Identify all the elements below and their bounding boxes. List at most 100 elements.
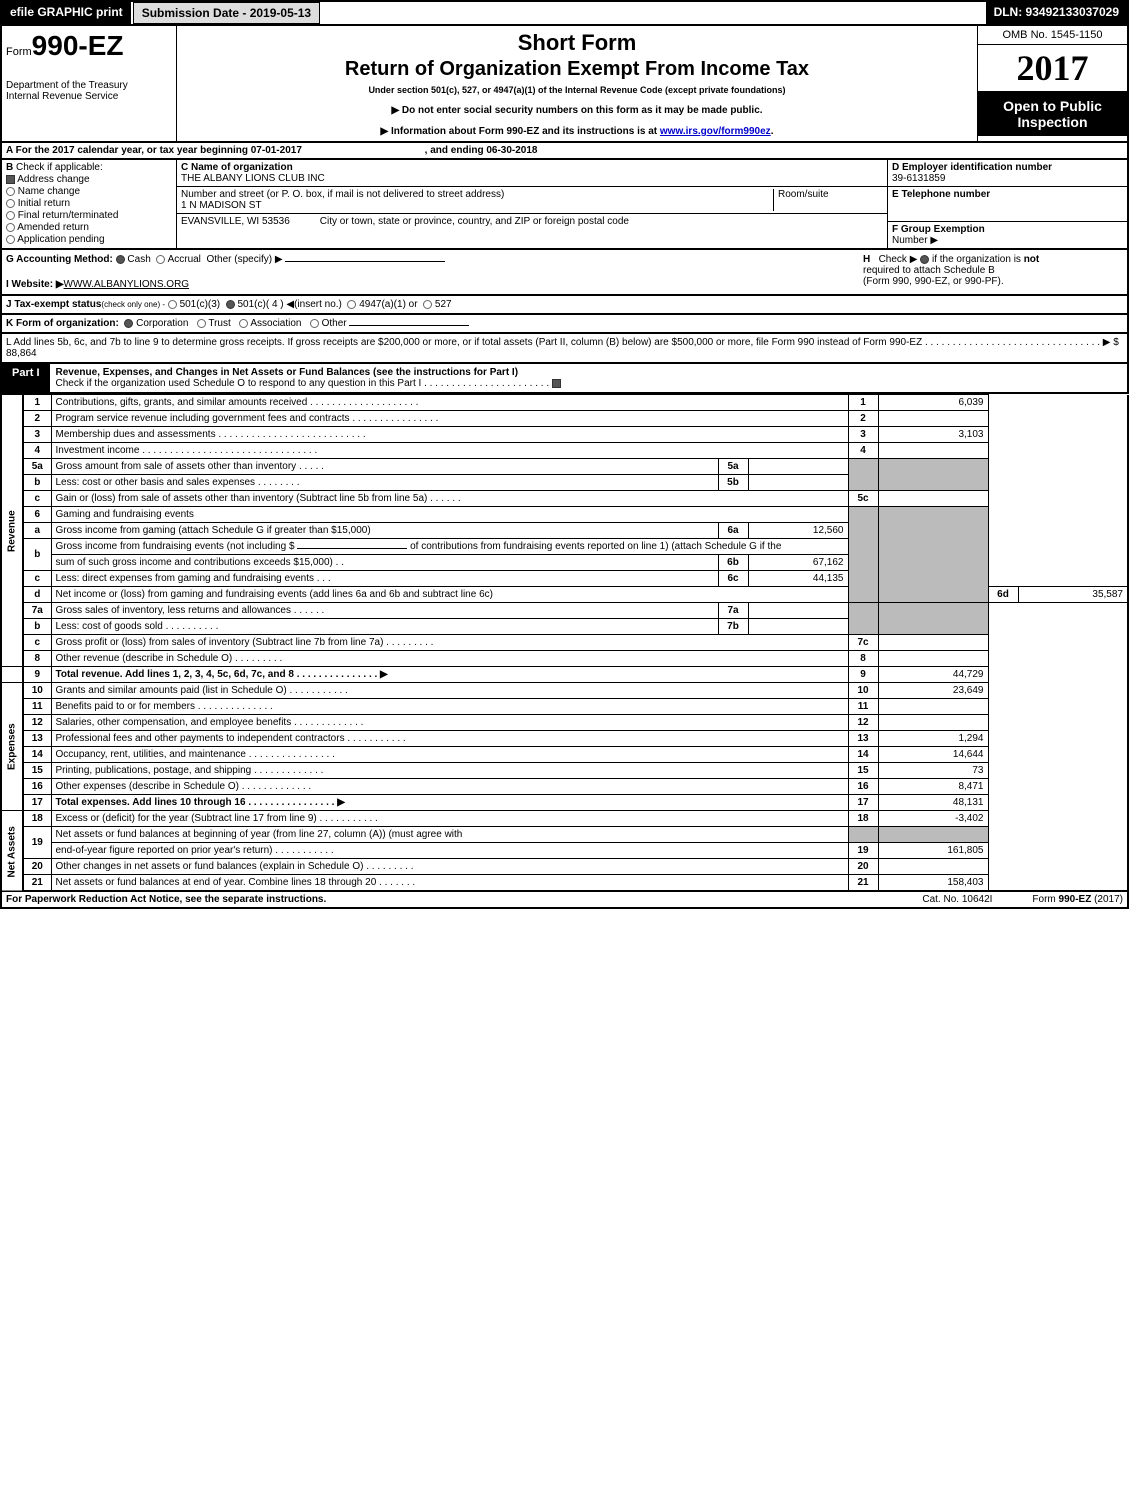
amount: [878, 491, 988, 507]
line-desc: Less: cost or other basis and sales expe…: [51, 475, 718, 491]
amount: 158,403: [878, 875, 988, 892]
amount: [878, 635, 988, 651]
sub-num: 5b: [718, 475, 748, 491]
c-label: C Name of organization: [181, 162, 293, 173]
line-desc: Less: cost of goods sold . . . . . . . .…: [51, 619, 718, 635]
section-ghi: G Accounting Method: Cash Accrual Other …: [0, 250, 1129, 296]
blank-input[interactable]: [297, 548, 407, 549]
h-form990: (Form 990, 990-EZ, or 990-PF).: [863, 276, 1004, 287]
amount: 48,131: [878, 795, 988, 811]
radio-icon[interactable]: [423, 300, 432, 309]
line-desc: Investment income . . . . . . . . . . . …: [51, 443, 848, 459]
sub-num: 6a: [718, 523, 748, 539]
checkbox-icon: [6, 235, 15, 244]
side-revenue: Revenue: [1, 395, 23, 667]
amount: 73: [878, 763, 988, 779]
col-num: 3: [848, 427, 878, 443]
sub-num: 7a: [718, 603, 748, 619]
amount: [878, 699, 988, 715]
col-num: 9: [848, 667, 878, 683]
shaded-cell: [878, 827, 988, 843]
chk-final-return[interactable]: Final return/terminated: [6, 210, 172, 221]
chk-name-change[interactable]: Name change: [6, 186, 172, 197]
radio-icon[interactable]: [347, 300, 356, 309]
line-desc: Other changes in net assets or fund bala…: [51, 859, 848, 875]
g-accrual: Accrual: [168, 254, 201, 265]
website-value[interactable]: WWW.ALBANYLIONS.ORG: [64, 279, 190, 290]
line-desc: Occupancy, rent, utilities, and maintena…: [51, 747, 848, 763]
line-num: 9: [23, 667, 51, 683]
radio-icon[interactable]: [124, 319, 133, 328]
radio-icon[interactable]: [156, 255, 165, 264]
chk-amended-return[interactable]: Amended return: [6, 222, 172, 233]
street-address: 1 N MADISON ST: [181, 200, 262, 211]
col-num: 5c: [848, 491, 878, 507]
chk-application-pending[interactable]: Application pending: [6, 234, 172, 245]
sec-a-pre: A For the 2017 calendar year, or tax yea…: [6, 145, 251, 156]
k-other-input[interactable]: [349, 325, 469, 326]
line-desc: Grants and similar amounts paid (list in…: [51, 683, 848, 699]
side-net-assets: Net Assets: [1, 811, 23, 892]
checkbox-icon[interactable]: [920, 255, 929, 264]
irs-link[interactable]: www.irs.gov/form990ez: [660, 126, 771, 137]
section-def-block: D Employer identification number 39-6131…: [887, 160, 1127, 248]
b-label: B: [6, 162, 13, 173]
col-num: 4: [848, 443, 878, 459]
line-desc: Gaming and fundraising events: [51, 507, 848, 523]
sec-a-mid: , and ending: [425, 145, 487, 156]
table-row: c Gain or (loss) from sale of assets oth…: [1, 491, 1128, 507]
radio-icon[interactable]: [310, 319, 319, 328]
shaded-cell: [878, 459, 988, 491]
chk-address-change[interactable]: Address change: [6, 174, 172, 185]
shaded-cell: [878, 603, 988, 635]
checkbox-icon: [6, 199, 15, 208]
line-desc: Net assets or fund balances at end of ye…: [51, 875, 848, 892]
section-b-left: B Check if applicable: Address change Na…: [2, 160, 177, 248]
line-desc: Excess or (deficit) for the year (Subtra…: [51, 811, 848, 827]
g-other-input[interactable]: [285, 261, 445, 262]
h-not: not: [1024, 254, 1040, 265]
line-num: 2: [23, 411, 51, 427]
col-num: 1: [848, 395, 878, 411]
radio-icon[interactable]: [168, 300, 177, 309]
return-title: Return of Organization Exempt From Incom…: [183, 58, 971, 81]
line-num: c: [23, 635, 51, 651]
tax-year: 2017: [978, 45, 1127, 92]
line-desc: Other revenue (describe in Schedule O) .…: [51, 651, 848, 667]
col-num: 16: [848, 779, 878, 795]
shaded-cell: [848, 603, 878, 635]
chk-initial-return[interactable]: Initial return: [6, 198, 172, 209]
line-num: b: [23, 619, 51, 635]
line-num: 15: [23, 763, 51, 779]
col-num: 11: [848, 699, 878, 715]
table-row: 14 Occupancy, rent, utilities, and maint…: [1, 747, 1128, 763]
j-501c: 501(c)( 4 ) ◀(insert no.): [237, 299, 341, 310]
sub-num: 5a: [718, 459, 748, 475]
radio-icon[interactable]: [116, 255, 125, 264]
line-num: 3: [23, 427, 51, 443]
checkbox-icon: [6, 175, 15, 184]
table-row: c Gross profit or (loss) from sales of i…: [1, 635, 1128, 651]
line-num: 12: [23, 715, 51, 731]
line-num: 21: [23, 875, 51, 892]
radio-icon[interactable]: [239, 319, 248, 328]
section-j: J Tax-exempt status(check only one) - 50…: [0, 296, 1129, 315]
line-desc: Benefits paid to or for members . . . . …: [51, 699, 848, 715]
line-desc: Gain or (loss) from sale of assets other…: [51, 491, 848, 507]
table-row: 19 Net assets or fund balances at beginn…: [1, 827, 1128, 843]
open-line1: Open to Public: [1003, 98, 1102, 114]
table-row: 21 Net assets or fund balances at end of…: [1, 875, 1128, 892]
table-row: 11 Benefits paid to or for members . . .…: [1, 699, 1128, 715]
section-k: K Form of organization: Corporation Trus…: [0, 315, 1129, 334]
h-check: Check ▶: [879, 254, 918, 265]
line-desc: Gross income from fundraising events (no…: [51, 539, 848, 555]
line-num: b: [23, 539, 51, 571]
j-527: 527: [435, 299, 452, 310]
radio-icon[interactable]: [226, 300, 235, 309]
checkbox-icon[interactable]: [552, 379, 561, 388]
k-assoc: Association: [250, 318, 301, 329]
efile-print-button[interactable]: efile GRAPHIC print: [2, 2, 133, 24]
radio-icon[interactable]: [197, 319, 206, 328]
city-label: City or town, state or province, country…: [320, 216, 629, 246]
line-desc: Net income or (loss) from gaming and fun…: [51, 587, 848, 603]
